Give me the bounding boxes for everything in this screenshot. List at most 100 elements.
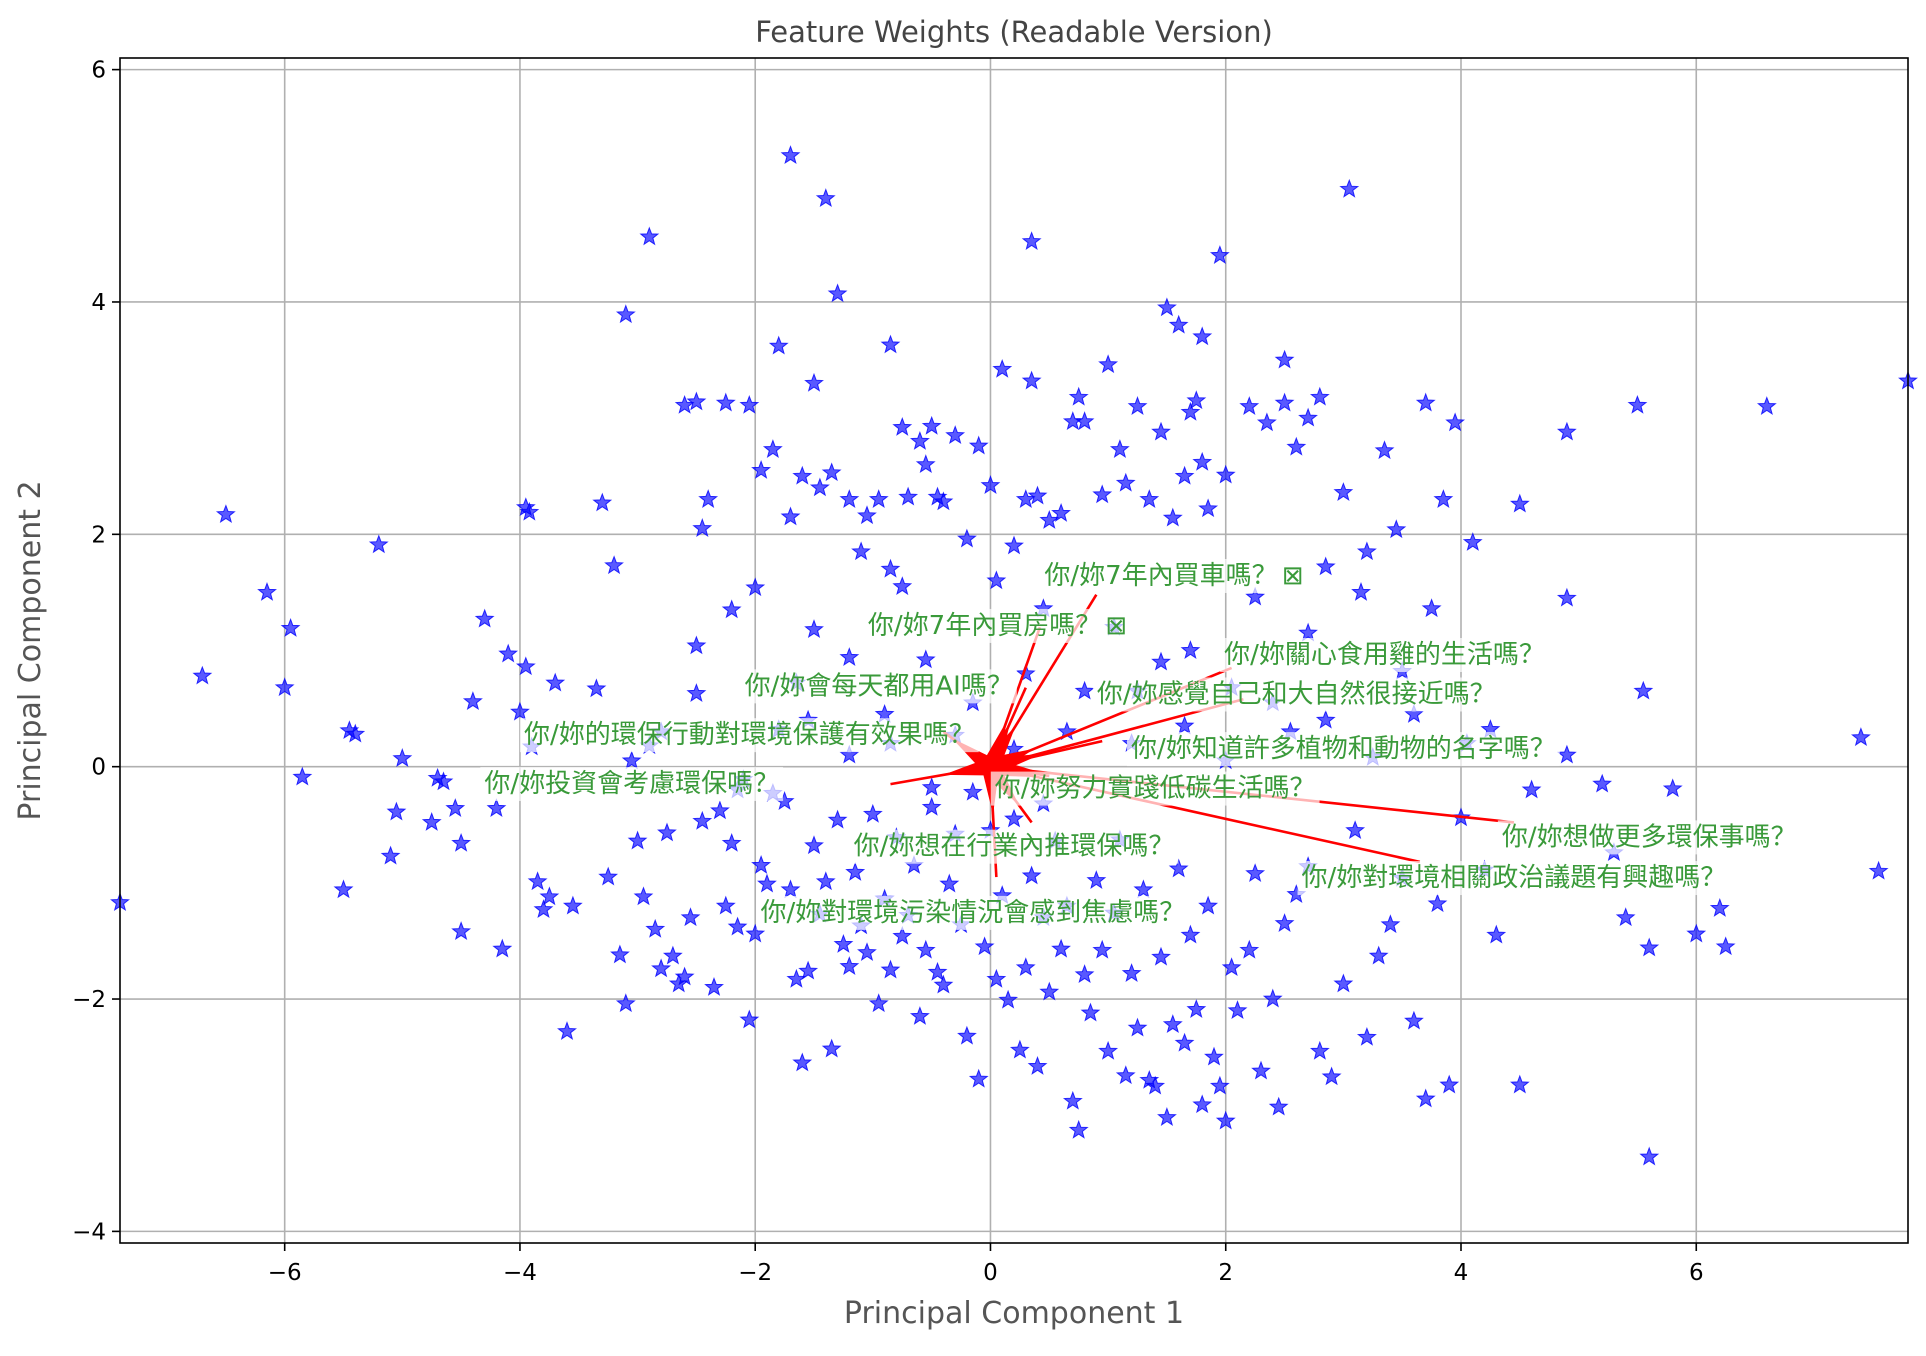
- scatter-point: [968, 435, 989, 455]
- scatter-point: [1268, 1096, 1289, 1116]
- scatter-point: [857, 505, 877, 525]
- scatter-point: [686, 635, 707, 655]
- feature-label: 你/妳關心食用雞的生活嗎？: [1224, 640, 1545, 670]
- scatter-point: [492, 938, 513, 958]
- scatter-point: [762, 439, 783, 458]
- scatter-point: [1021, 370, 1042, 390]
- scatter-point: [1639, 937, 1660, 957]
- scatter-point: [968, 1068, 989, 1088]
- scatter-point: [839, 956, 860, 975]
- scatter-point: [462, 691, 483, 711]
- x-tick-label: 2: [1218, 1260, 1233, 1286]
- scatter-point: [692, 810, 713, 830]
- scatter-point: [957, 1025, 977, 1045]
- scatter-point: [715, 895, 736, 915]
- feature-label-background: [756, 895, 1190, 930]
- scatter-point: [1274, 392, 1295, 412]
- scatter-point: [562, 895, 583, 915]
- feature-label-background: [1092, 677, 1500, 712]
- scatter-point: [1121, 963, 1142, 982]
- scatter-point: [880, 334, 901, 354]
- feature-label-group: 你/妳7年內買房嗎？ ⊠: [863, 608, 1132, 643]
- scatter-point: [539, 886, 560, 906]
- feature-label-group: 你/妳投資會考慮環保嗎？: [480, 766, 784, 801]
- feature-label-background: [990, 771, 1320, 806]
- feature-label-group: 你/妳感覺自己和大自然很接近嗎？: [1092, 677, 1500, 712]
- feature-label-background: [1220, 637, 1549, 672]
- scatter-point: [898, 486, 919, 506]
- scatter-point: [1074, 964, 1095, 984]
- x-tick-label: 4: [1454, 1260, 1469, 1286]
- feature-labels: 你/妳7年內買車嗎？ ⊠你/妳7年內買房嗎？ ⊠你/妳關心食用雞的生活嗎？你/妳會每…: [480, 558, 1801, 930]
- scatter-point: [721, 832, 742, 852]
- scatter-point: [727, 916, 748, 936]
- scatter-point: [1198, 895, 1219, 915]
- scatter-point: [804, 372, 824, 392]
- feature-label: 你/妳投資會考慮環保嗎？: [484, 769, 779, 799]
- scatter-point: [651, 958, 672, 978]
- feature-label-group: 你/妳想在行業內推環保嗎？: [849, 829, 1179, 864]
- scatter-point: [821, 1038, 842, 1058]
- scatter-point: [1486, 924, 1507, 944]
- scatter-point: [1556, 587, 1577, 607]
- scatter-point: [1386, 519, 1407, 539]
- scatter-point: [1039, 509, 1060, 529]
- scatter-point: [992, 358, 1013, 378]
- scatter-point: [851, 541, 871, 561]
- scatter-point: [545, 672, 566, 692]
- scatter-point: [1627, 394, 1648, 414]
- scatter-point: [1139, 489, 1160, 508]
- scatter-point: [1133, 879, 1154, 899]
- scatter-point: [921, 796, 942, 816]
- scatter-point: [1433, 489, 1454, 508]
- scatter-point: [1339, 178, 1360, 198]
- feature-label-background: [480, 766, 784, 801]
- scatter-point: [621, 750, 642, 770]
- scatter-point: [974, 936, 995, 956]
- scatter-point: [674, 966, 695, 986]
- scatter-point: [909, 1006, 930, 1025]
- scatter-point: [1074, 680, 1095, 700]
- scatter-point: [1633, 680, 1654, 700]
- feature-label-group: 你/妳的環保行動對環境保護有效果嗎？: [519, 718, 979, 753]
- scatter-point: [827, 809, 848, 829]
- feature-label-background: [1297, 861, 1731, 896]
- scatter-point: [486, 798, 507, 817]
- scatter-point: [1556, 744, 1577, 764]
- scatter-point: [598, 866, 619, 886]
- scatter-point: [1039, 981, 1060, 1001]
- scatter-point: [433, 771, 454, 791]
- scatter-point: [745, 923, 766, 943]
- scatter-point: [592, 492, 613, 512]
- scatter-point: [1709, 897, 1730, 917]
- feature-label-background: [1497, 820, 1801, 855]
- scatter-point: [827, 283, 848, 303]
- feature-label: 你/妳7年內買車嗎？: [1044, 561, 1277, 591]
- scatter-point: [1192, 451, 1213, 471]
- scatter-point: [1092, 939, 1113, 959]
- scatter-point: [1015, 489, 1036, 508]
- scatter-point: [1174, 465, 1195, 485]
- scatter-point: [792, 1052, 813, 1072]
- feature-label-background: [849, 829, 1179, 864]
- scatter-point: [1509, 493, 1530, 513]
- scatter-point: [1186, 999, 1207, 1018]
- scatter-point: [1209, 1075, 1230, 1095]
- feature-label: 你/妳努力實踐低碳生活嗎？: [995, 774, 1316, 804]
- scatter-point: [1027, 485, 1048, 505]
- feature-vector-arrowhead: [943, 757, 993, 776]
- scatter-point: [1109, 439, 1130, 458]
- scatter-point: [957, 528, 977, 548]
- scatter-point: [1509, 1074, 1530, 1094]
- scatter-point: [1286, 436, 1307, 456]
- x-axis-label: Principal Component 1: [844, 1296, 1184, 1331]
- scatter-point: [833, 933, 854, 953]
- feature-label-background: [1126, 732, 1560, 767]
- scatter-point: [880, 558, 901, 578]
- scatter-point: [945, 425, 966, 445]
- scatter-point: [739, 1009, 760, 1029]
- scatter-point: [933, 491, 954, 511]
- scatter-point: [1162, 507, 1183, 527]
- scatter-point: [1239, 396, 1260, 415]
